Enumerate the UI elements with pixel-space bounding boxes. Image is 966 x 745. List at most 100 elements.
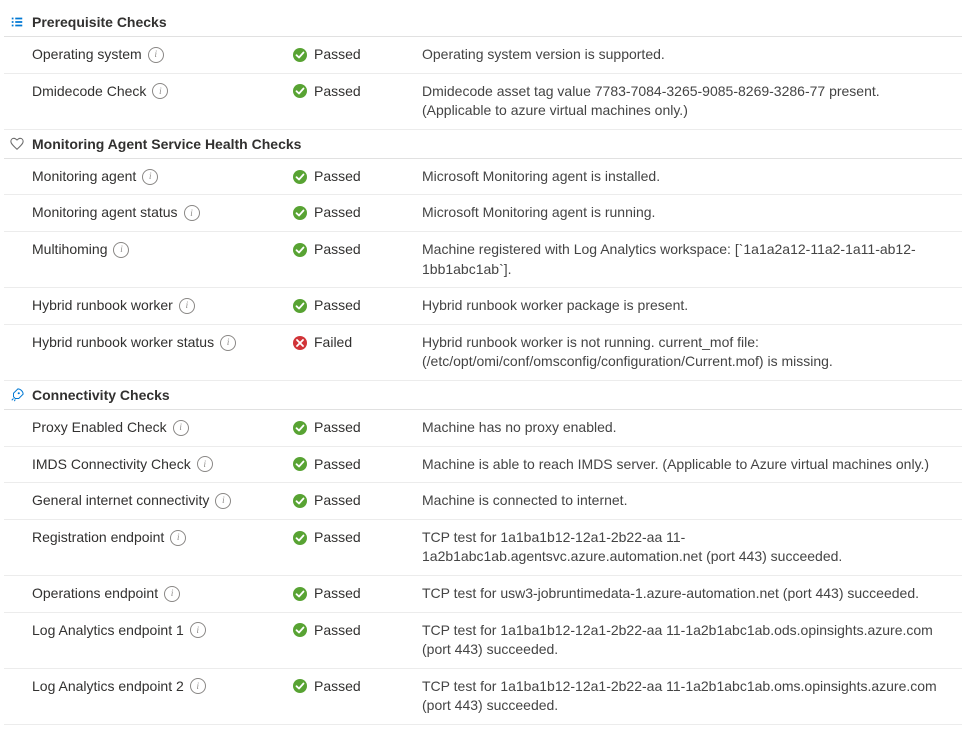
check-status-cell: Passed [292,203,422,223]
check-status-cell: Passed [292,240,422,260]
info-icon[interactable]: i [113,242,129,258]
check-status-label: Passed [314,167,361,187]
check-description: Operating system version is supported. [422,45,962,65]
passed-icon [292,83,308,99]
check-name: Hybrid runbook worker [32,296,173,316]
check-name: Log Analytics endpoint 2 [32,677,184,697]
check-status-cell: Passed [292,45,422,65]
check-row: Log Analytics endpoint 2 i Passed TCP te… [4,669,962,725]
check-name-cell: Multihoming i [32,240,292,260]
passed-icon [292,678,308,694]
check-status-label: Passed [314,584,361,604]
check-name: Monitoring agent status [32,203,178,223]
check-name-cell: Operations endpoint i [32,584,292,604]
check-name-cell: Proxy Enabled Check i [32,418,292,438]
check-row: Monitoring agent i Passed Microsoft Moni… [4,159,962,196]
section-title: Monitoring Agent Service Health Checks [32,136,301,152]
check-description: Dmidecode asset tag value 7783-7084-3265… [422,82,962,121]
passed-icon [292,169,308,185]
check-status-cell: Passed [292,296,422,316]
check-description: Machine registered with Log Analytics wo… [422,240,962,279]
check-description: Hybrid runbook worker is not running. cu… [422,333,962,372]
check-row: Operations endpoint i Passed TCP test fo… [4,576,962,613]
check-description: Machine is connected to internet. [422,491,962,511]
check-name: IMDS Connectivity Check [32,455,191,475]
passed-icon [292,205,308,221]
check-status-cell: Passed [292,621,422,641]
check-status-label: Passed [314,455,361,475]
check-status-label: Passed [314,621,361,641]
passed-icon [292,298,308,314]
check-name-cell: Dmidecode Check i [32,82,292,102]
check-name-cell: IMDS Connectivity Check i [32,455,292,475]
info-icon[interactable]: i [190,678,206,694]
passed-icon [292,622,308,638]
check-row: Log Analytics endpoint 1 i Passed TCP te… [4,613,962,669]
check-name-cell: Registration endpoint i [32,528,292,548]
check-name: Proxy Enabled Check [32,418,167,438]
check-status-label: Passed [314,240,361,260]
info-icon[interactable]: i [184,205,200,221]
check-status-cell: Passed [292,167,422,187]
info-icon[interactable]: i [142,169,158,185]
check-row: Hybrid runbook worker status i Failed Hy… [4,325,962,381]
section-title: Prerequisite Checks [32,14,167,30]
section-header: Monitoring Agent Service Health Checks [4,130,962,159]
check-status-cell: Passed [292,418,422,438]
info-icon[interactable]: i [148,47,164,63]
check-description: TCP test for 1a1ba1b12-12a1-2b22-aa 11-1… [422,528,962,567]
passed-icon [292,586,308,602]
section-header: Connectivity Checks [4,381,962,410]
info-icon[interactable]: i [179,298,195,314]
check-status-label: Passed [314,296,361,316]
check-name-cell: Hybrid runbook worker i [32,296,292,316]
section-title: Connectivity Checks [32,387,170,403]
check-description: TCP test for 1a1ba1b12-12a1-2b22-aa 11-1… [422,677,962,716]
passed-icon [292,530,308,546]
heart-icon [10,137,24,151]
check-status-cell: Passed [292,677,422,697]
check-name: Hybrid runbook worker status [32,333,214,353]
check-name: Multihoming [32,240,107,260]
info-icon[interactable]: i [164,586,180,602]
check-description: Microsoft Monitoring agent is installed. [422,167,962,187]
check-name-cell: Hybrid runbook worker status i [32,333,292,353]
check-name-cell: Log Analytics endpoint 1 i [32,621,292,641]
check-row: Multihoming i Passed Machine registered … [4,232,962,288]
check-description: Hybrid runbook worker package is present… [422,296,962,316]
check-description: Microsoft Monitoring agent is running. [422,203,962,223]
passed-icon [292,456,308,472]
check-row: Registration endpoint i Passed TCP test … [4,520,962,576]
check-name-cell: General internet connectivity i [32,491,292,511]
check-row: Proxy Enabled Check i Passed Machine has… [4,410,962,447]
check-description: TCP test for 1a1ba1b12-12a1-2b22-aa 11-1… [422,621,962,660]
check-name-cell: Monitoring agent i [32,167,292,187]
check-status-cell: Passed [292,82,422,102]
check-name: Operations endpoint [32,584,158,604]
check-status-label: Passed [314,677,361,697]
check-status-cell: Failed [292,333,422,353]
info-icon[interactable]: i [173,420,189,436]
check-name: Monitoring agent [32,167,136,187]
check-description: TCP test for usw3-jobruntimedata-1.azure… [422,584,962,604]
info-icon[interactable]: i [170,530,186,546]
check-status-label: Passed [314,418,361,438]
check-row: General internet connectivity i Passed M… [4,483,962,520]
list-icon [10,15,24,29]
passed-icon [292,242,308,258]
check-status-label: Passed [314,45,361,65]
check-row: Hybrid runbook worker i Passed Hybrid ru… [4,288,962,325]
check-name-cell: Operating system i [32,45,292,65]
info-icon[interactable]: i [197,456,213,472]
passed-icon [292,47,308,63]
check-status-cell: Passed [292,528,422,548]
check-status-label: Passed [314,528,361,548]
info-icon[interactable]: i [215,493,231,509]
check-row: IMDS Connectivity Check i Passed Machine… [4,447,962,484]
info-icon[interactable]: i [190,622,206,638]
info-icon[interactable]: i [152,83,168,99]
info-icon[interactable]: i [220,335,236,351]
check-status-cell: Passed [292,455,422,475]
check-status-label: Passed [314,203,361,223]
check-row: Dmidecode Check i Passed Dmidecode asset… [4,74,962,130]
